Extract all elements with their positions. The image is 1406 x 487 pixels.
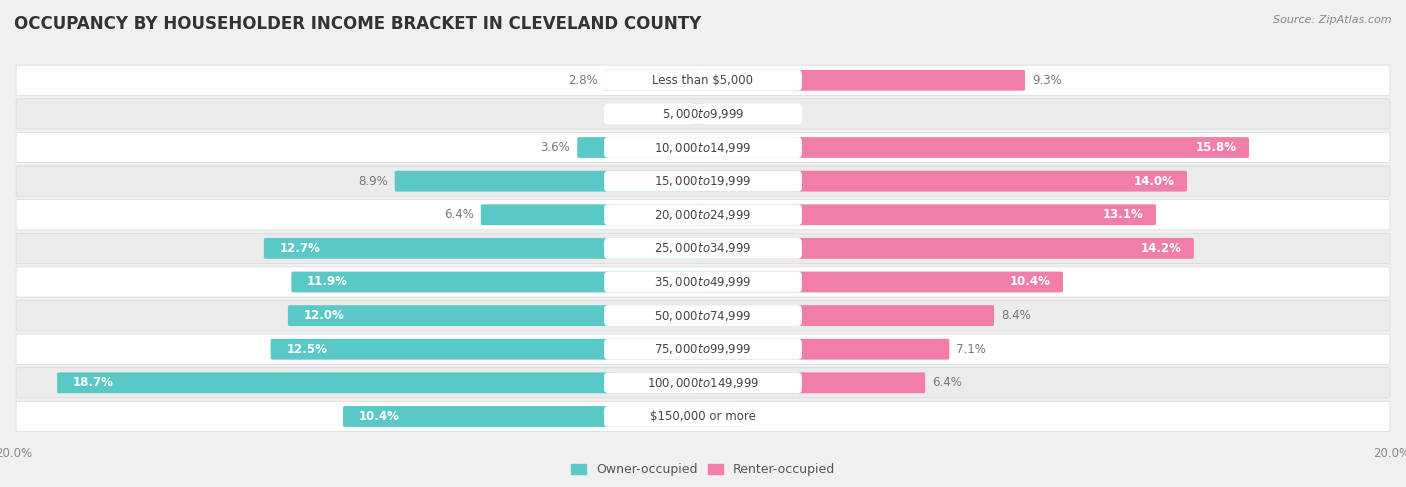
Text: $25,000 to $34,999: $25,000 to $34,999 bbox=[654, 242, 752, 255]
Text: 10.4%: 10.4% bbox=[359, 410, 399, 423]
Text: 8.9%: 8.9% bbox=[359, 175, 388, 187]
FancyBboxPatch shape bbox=[288, 305, 704, 326]
Text: Less than $5,000: Less than $5,000 bbox=[652, 74, 754, 87]
FancyBboxPatch shape bbox=[702, 373, 925, 393]
FancyBboxPatch shape bbox=[15, 166, 1391, 196]
Text: $15,000 to $19,999: $15,000 to $19,999 bbox=[654, 174, 752, 188]
Text: 1.1%: 1.1% bbox=[749, 410, 779, 423]
Text: 9.3%: 9.3% bbox=[1032, 74, 1062, 87]
Legend: Owner-occupied, Renter-occupied: Owner-occupied, Renter-occupied bbox=[567, 458, 839, 482]
FancyBboxPatch shape bbox=[692, 103, 704, 124]
FancyBboxPatch shape bbox=[605, 70, 704, 91]
FancyBboxPatch shape bbox=[15, 132, 1391, 163]
FancyBboxPatch shape bbox=[15, 99, 1391, 129]
FancyBboxPatch shape bbox=[702, 171, 1187, 191]
Text: 8.4%: 8.4% bbox=[1001, 309, 1031, 322]
FancyBboxPatch shape bbox=[15, 300, 1391, 331]
FancyBboxPatch shape bbox=[605, 137, 801, 158]
Text: $5,000 to $9,999: $5,000 to $9,999 bbox=[662, 107, 744, 121]
FancyBboxPatch shape bbox=[605, 70, 801, 91]
FancyBboxPatch shape bbox=[605, 272, 801, 292]
FancyBboxPatch shape bbox=[481, 205, 704, 225]
Text: $10,000 to $14,999: $10,000 to $14,999 bbox=[654, 141, 752, 154]
FancyBboxPatch shape bbox=[702, 339, 949, 359]
Text: 2.8%: 2.8% bbox=[568, 74, 598, 87]
FancyBboxPatch shape bbox=[605, 373, 801, 393]
Text: $100,000 to $149,999: $100,000 to $149,999 bbox=[647, 376, 759, 390]
FancyBboxPatch shape bbox=[702, 137, 1249, 158]
Text: $35,000 to $49,999: $35,000 to $49,999 bbox=[654, 275, 752, 289]
Text: 15.8%: 15.8% bbox=[1197, 141, 1237, 154]
Text: 7.1%: 7.1% bbox=[956, 343, 986, 356]
FancyBboxPatch shape bbox=[702, 406, 742, 427]
FancyBboxPatch shape bbox=[58, 373, 704, 393]
FancyBboxPatch shape bbox=[702, 272, 1063, 292]
Text: 6.4%: 6.4% bbox=[444, 208, 474, 221]
Text: $50,000 to $74,999: $50,000 to $74,999 bbox=[654, 309, 752, 322]
FancyBboxPatch shape bbox=[15, 65, 1391, 95]
FancyBboxPatch shape bbox=[291, 272, 704, 292]
Text: Source: ZipAtlas.com: Source: ZipAtlas.com bbox=[1274, 15, 1392, 25]
Text: 0.0%: 0.0% bbox=[711, 108, 741, 120]
Text: 18.7%: 18.7% bbox=[73, 376, 114, 389]
Text: 12.5%: 12.5% bbox=[287, 343, 328, 356]
FancyBboxPatch shape bbox=[343, 406, 704, 427]
Text: 3.6%: 3.6% bbox=[541, 141, 571, 154]
FancyBboxPatch shape bbox=[15, 368, 1391, 398]
FancyBboxPatch shape bbox=[605, 205, 801, 225]
FancyBboxPatch shape bbox=[605, 339, 801, 359]
FancyBboxPatch shape bbox=[15, 233, 1391, 263]
FancyBboxPatch shape bbox=[271, 339, 704, 359]
FancyBboxPatch shape bbox=[702, 205, 1156, 225]
FancyBboxPatch shape bbox=[15, 267, 1391, 297]
FancyBboxPatch shape bbox=[264, 238, 704, 259]
Text: 13.1%: 13.1% bbox=[1104, 208, 1144, 221]
Text: 14.2%: 14.2% bbox=[1140, 242, 1182, 255]
Text: 12.7%: 12.7% bbox=[280, 242, 321, 255]
FancyBboxPatch shape bbox=[702, 305, 994, 326]
Text: 10.4%: 10.4% bbox=[1010, 276, 1050, 288]
Text: 11.9%: 11.9% bbox=[307, 276, 347, 288]
FancyBboxPatch shape bbox=[605, 171, 801, 191]
FancyBboxPatch shape bbox=[702, 70, 1025, 91]
Text: 12.0%: 12.0% bbox=[304, 309, 344, 322]
FancyBboxPatch shape bbox=[605, 103, 801, 124]
Text: 6.4%: 6.4% bbox=[932, 376, 962, 389]
Text: $20,000 to $24,999: $20,000 to $24,999 bbox=[654, 208, 752, 222]
Text: 0.26%: 0.26% bbox=[648, 108, 686, 120]
FancyBboxPatch shape bbox=[395, 171, 704, 191]
Text: $75,000 to $99,999: $75,000 to $99,999 bbox=[654, 342, 752, 356]
FancyBboxPatch shape bbox=[702, 238, 1194, 259]
FancyBboxPatch shape bbox=[15, 401, 1391, 431]
Text: $150,000 or more: $150,000 or more bbox=[650, 410, 756, 423]
Text: 14.0%: 14.0% bbox=[1135, 175, 1175, 187]
FancyBboxPatch shape bbox=[605, 238, 801, 259]
FancyBboxPatch shape bbox=[578, 137, 704, 158]
FancyBboxPatch shape bbox=[15, 200, 1391, 230]
FancyBboxPatch shape bbox=[15, 334, 1391, 364]
Text: OCCUPANCY BY HOUSEHOLDER INCOME BRACKET IN CLEVELAND COUNTY: OCCUPANCY BY HOUSEHOLDER INCOME BRACKET … bbox=[14, 15, 702, 33]
FancyBboxPatch shape bbox=[605, 406, 801, 427]
FancyBboxPatch shape bbox=[605, 305, 801, 326]
